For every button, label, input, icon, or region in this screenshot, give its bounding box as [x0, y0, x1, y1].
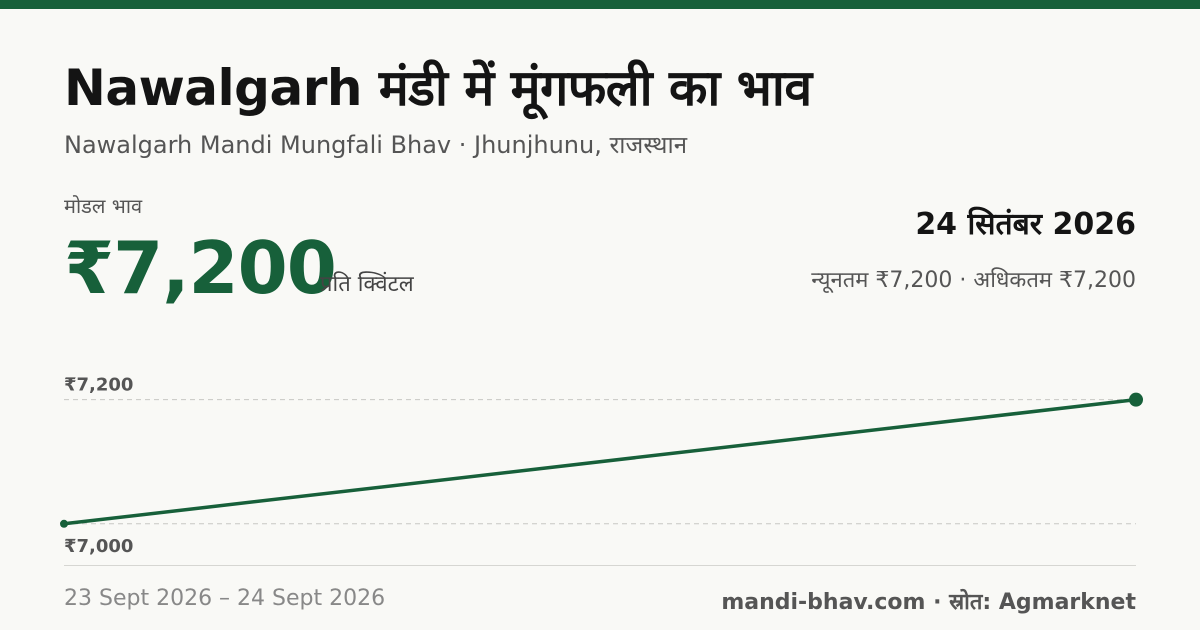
footer-divider [64, 565, 1136, 566]
modal-price: ₹7,200 [64, 226, 337, 310]
footer-source: mandi-bhav.com · स्रोत: Agmarknet [721, 590, 1136, 615]
min-max-range: न्यूनतम ₹7,200 · अधिकतम ₹7,200 [811, 268, 1136, 293]
data-point [60, 519, 68, 528]
page-subtitle: Nawalgarh Mandi Mungfali Bhav · Jhunjhun… [64, 131, 688, 159]
price-unit: प्रति क्विंटल [320, 272, 414, 297]
top-accent-bar [0, 0, 1200, 9]
series-line [62, 397, 1138, 526]
price-date: 24 सितंबर 2026 [915, 207, 1136, 242]
footer-date-range: 23 Sept 2026 – 24 Sept 2026 [64, 586, 386, 611]
y-tick-label: ₹7,000 [64, 536, 133, 557]
price-label: मोडल भाव [64, 194, 143, 218]
y-tick-label: ₹7,200 [64, 375, 133, 396]
page-title: Nawalgarh मंडी में मूंगफली का भाव [64, 59, 812, 117]
data-point [1129, 392, 1143, 407]
